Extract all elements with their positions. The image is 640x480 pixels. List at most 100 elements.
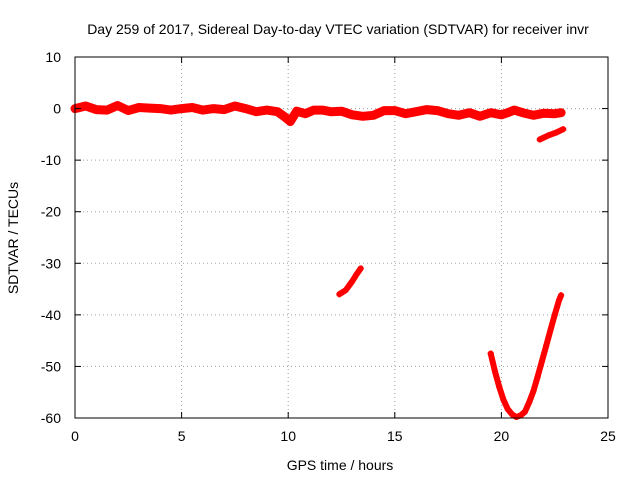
data-point — [455, 112, 462, 119]
data-point — [242, 105, 249, 112]
data-point — [504, 109, 511, 116]
data-point — [336, 291, 343, 298]
data-point — [381, 107, 388, 114]
data-point — [274, 108, 281, 115]
data-point — [402, 110, 409, 117]
data-point — [178, 105, 185, 112]
data-point — [310, 107, 317, 114]
y-tick-label: 0 — [53, 101, 61, 117]
data-point — [492, 368, 499, 375]
x-tick-labels: 0 5 10 15 20 25 — [71, 428, 616, 444]
data-point — [287, 118, 294, 125]
data-point — [103, 107, 110, 114]
data-point — [521, 408, 528, 415]
data-point — [146, 105, 153, 112]
y-axis-label: SDTVAR / TECUs — [5, 182, 21, 294]
data-point — [353, 271, 360, 278]
data-series — [70, 101, 567, 420]
data-point — [413, 108, 420, 115]
data-point — [511, 107, 518, 114]
data-point — [231, 102, 238, 109]
data-point — [498, 111, 505, 118]
axis-ticks — [74, 56, 609, 419]
data-point — [349, 111, 356, 118]
x-tick-label: 25 — [600, 428, 616, 444]
data-point — [391, 107, 398, 114]
y-tick-labels: 10 0 -10 -20 -30 -40 -50 -60 — [41, 49, 61, 426]
data-point — [93, 106, 100, 113]
data-point — [496, 384, 503, 391]
data-point — [349, 278, 356, 285]
data-point — [487, 350, 494, 357]
data-point — [167, 107, 174, 114]
data-point — [342, 287, 349, 294]
data-point — [114, 102, 121, 109]
plot-frame — [74, 56, 609, 419]
data-point — [558, 109, 565, 116]
data-point — [466, 109, 473, 116]
series-late-segment — [536, 126, 567, 143]
y-tick-label: -30 — [41, 255, 61, 271]
data-point — [555, 297, 562, 304]
data-point — [519, 109, 526, 116]
data-point — [509, 411, 516, 418]
data-point — [551, 110, 558, 117]
series-line — [536, 126, 567, 143]
data-point — [338, 108, 345, 115]
data-point — [302, 110, 309, 117]
data-point — [504, 406, 511, 413]
series-mid-arc — [336, 265, 364, 298]
data-point — [327, 108, 334, 115]
series-deep-arc — [487, 292, 565, 420]
data-point — [551, 311, 558, 318]
data-point — [221, 106, 228, 113]
data-point — [530, 388, 537, 395]
y-tick-label: -20 — [41, 204, 61, 220]
data-point — [423, 106, 430, 113]
data-point — [445, 110, 452, 117]
data-point — [199, 107, 206, 114]
data-point — [530, 112, 537, 119]
data-point — [560, 126, 567, 133]
x-tick-label: 20 — [494, 428, 510, 444]
data-point — [538, 358, 545, 365]
data-point — [125, 107, 132, 114]
x-tick-label: 15 — [387, 428, 403, 444]
y-tick-label: -10 — [41, 152, 61, 168]
y-tick-label: 10 — [45, 49, 61, 65]
data-point — [513, 413, 520, 420]
data-point — [534, 373, 541, 380]
data-point — [558, 292, 565, 299]
y-tick-label: -40 — [41, 307, 61, 323]
x-tick-label: 0 — [71, 428, 79, 444]
data-point — [359, 113, 366, 120]
data-point — [526, 399, 533, 406]
data-point — [189, 104, 196, 111]
data-point — [253, 108, 260, 115]
x-tick-label: 5 — [178, 428, 186, 444]
data-point — [553, 129, 560, 136]
chart-title: Day 259 of 2017, Sidereal Day-to-day VTE… — [87, 21, 589, 37]
x-tick-label: 10 — [280, 428, 296, 444]
y-tick-label: -50 — [41, 358, 61, 374]
y-tick-label: -60 — [41, 410, 61, 426]
data-point — [434, 107, 441, 114]
data-point — [135, 104, 142, 111]
data-point — [547, 327, 554, 334]
data-point — [357, 265, 364, 272]
data-point — [477, 113, 484, 120]
data-point — [293, 108, 300, 115]
x-axis-label: GPS time / hours — [287, 457, 394, 473]
data-point — [543, 342, 550, 349]
data-point — [500, 396, 507, 403]
data-point — [280, 113, 287, 120]
data-point — [517, 412, 524, 419]
data-point — [263, 107, 270, 114]
series-main-band — [70, 101, 566, 126]
data-point — [541, 110, 548, 117]
data-point — [370, 112, 377, 119]
data-point — [536, 136, 543, 143]
data-point — [319, 107, 326, 114]
data-point — [210, 105, 217, 112]
